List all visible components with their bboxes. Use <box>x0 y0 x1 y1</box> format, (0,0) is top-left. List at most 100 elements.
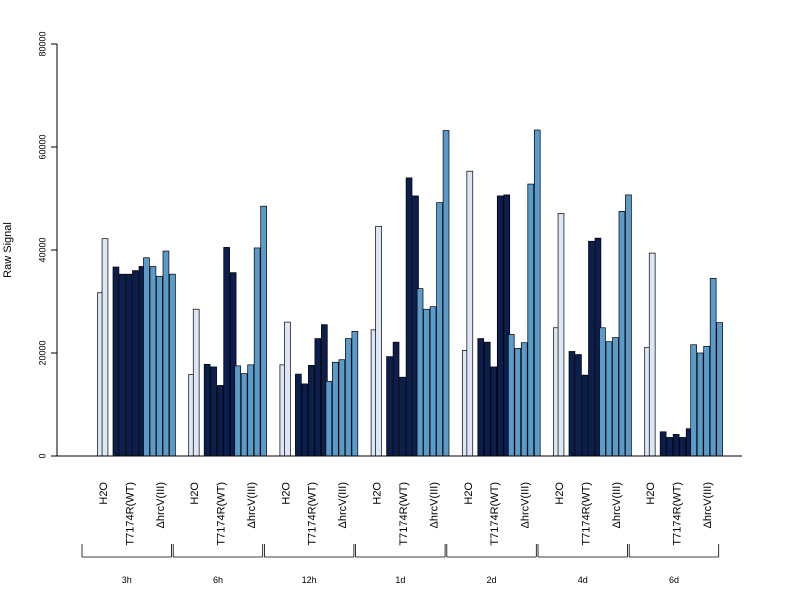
bar <box>399 376 406 457</box>
x-tick-label: T7174R(WT) <box>215 482 227 546</box>
bar <box>429 306 437 457</box>
group-label: 2d <box>487 575 497 585</box>
bar <box>568 351 576 457</box>
bar <box>223 247 230 457</box>
bar <box>416 288 424 457</box>
x-tick-label: ΔhrcV(III) <box>520 482 532 528</box>
x-tick-label: H2O <box>463 482 475 505</box>
bar <box>703 345 710 457</box>
x-tick-label: H2O <box>372 482 384 505</box>
x-axis: H2O T7174R(WT) ΔhrcV(III) H2O T7174R(WT) Δhrc… <box>57 455 742 546</box>
y-axis: 0 20000 40000 60000 80000 <box>37 31 58 459</box>
bar <box>112 266 120 457</box>
x-tick-label: T7174R(WT) <box>489 482 501 546</box>
y-tick-label: 0 <box>37 453 47 458</box>
bar <box>575 354 582 457</box>
bar <box>533 129 541 457</box>
bar <box>132 270 139 457</box>
bar <box>314 338 322 457</box>
bar <box>351 331 359 457</box>
bar <box>210 366 217 457</box>
bar <box>490 366 498 457</box>
bar <box>690 344 697 457</box>
bar <box>483 341 491 457</box>
x-tick-label: T7174R(WT) <box>307 482 319 546</box>
bar <box>423 308 430 457</box>
bar <box>162 250 170 457</box>
group-label: 6d <box>669 575 679 585</box>
bar <box>338 359 346 457</box>
bar <box>520 342 528 457</box>
x-tick-label: ΔhrcV(III) <box>337 482 349 528</box>
bar <box>216 385 224 457</box>
bar <box>386 356 393 457</box>
y-tick-label: 80000 <box>37 31 47 56</box>
x-tick-label: ΔhrcV(III) <box>702 482 714 528</box>
x-tick-label: ΔhrcV(III) <box>155 482 167 528</box>
group-brackets: 3h 6h 12h 1d 2d 4d 6d <box>81 544 720 585</box>
bar <box>672 434 680 457</box>
x-tick-label: ΔhrcV(III) <box>428 482 440 528</box>
bar <box>260 205 267 457</box>
bar <box>125 273 133 457</box>
bar <box>527 183 535 457</box>
bar <box>156 275 163 457</box>
bar <box>308 365 315 457</box>
bar <box>247 364 254 457</box>
bar <box>345 338 352 457</box>
bar <box>679 437 686 457</box>
bar <box>605 341 613 457</box>
x-tick-label: H2O <box>554 482 566 505</box>
group-label: 4d <box>578 575 588 585</box>
y-tick-label: 20000 <box>37 340 47 365</box>
group-label: 3h <box>122 575 132 585</box>
bar <box>612 337 619 457</box>
y-tick-label: 40000 <box>37 237 47 262</box>
bar <box>625 194 632 457</box>
group-label: 6h <box>213 575 223 585</box>
x-tick-label: T7174R(WT) <box>671 482 683 546</box>
bar <box>514 348 522 457</box>
y-axis-label: Raw Signal <box>2 222 14 278</box>
bar <box>234 365 241 457</box>
bar <box>295 373 302 457</box>
bar <box>169 273 176 457</box>
bar <box>466 170 474 457</box>
bar <box>477 338 485 457</box>
bar <box>436 202 443 457</box>
bar <box>496 195 504 457</box>
x-tick-label: H2O <box>189 482 201 505</box>
bar <box>325 380 333 457</box>
bar <box>101 238 109 457</box>
bar <box>588 240 595 457</box>
x-tick-label: T7174R(WT) <box>398 482 410 546</box>
bar <box>332 361 339 457</box>
bar <box>507 334 515 457</box>
bars <box>97 129 723 457</box>
bar <box>648 252 656 457</box>
x-tick-label: H2O <box>280 482 292 505</box>
bar <box>581 374 589 457</box>
bar <box>405 177 413 457</box>
bar <box>253 247 261 457</box>
bar <box>666 437 673 457</box>
bar <box>709 277 717 457</box>
bar <box>149 266 157 457</box>
bar <box>143 257 150 457</box>
bar <box>392 341 400 457</box>
bar <box>192 308 200 457</box>
bar <box>284 321 291 457</box>
y-tick-label: 60000 <box>37 134 47 159</box>
x-tick-label: ΔhrcV(III) <box>611 482 623 528</box>
bar <box>442 130 450 457</box>
group-label: 1d <box>395 575 405 585</box>
bar <box>240 373 248 457</box>
bar <box>375 225 382 457</box>
bar <box>203 363 211 457</box>
bar <box>696 352 704 457</box>
bar <box>599 327 606 457</box>
bar <box>618 211 626 457</box>
group-label: 12h <box>302 575 317 585</box>
x-tick-label: H2O <box>98 482 110 505</box>
x-tick-label: ΔhrcV(III) <box>246 482 258 528</box>
